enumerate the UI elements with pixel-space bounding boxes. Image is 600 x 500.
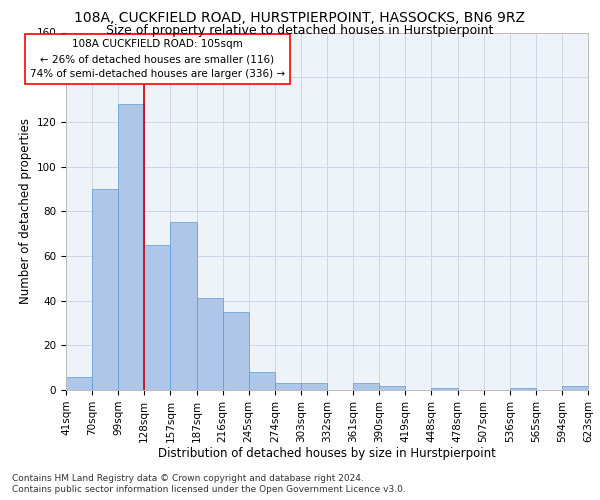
Y-axis label: Number of detached properties: Number of detached properties [19, 118, 32, 304]
Bar [249, 372, 275, 390]
Bar [275, 384, 301, 390]
Bar [510, 388, 536, 390]
Bar [562, 386, 588, 390]
X-axis label: Distribution of detached houses by size in Hurstpierpoint: Distribution of detached houses by size … [158, 448, 496, 460]
Bar [145, 245, 170, 390]
Text: Size of property relative to detached houses in Hurstpierpoint: Size of property relative to detached ho… [106, 24, 494, 37]
Bar [197, 298, 223, 390]
Bar [379, 386, 406, 390]
Bar [118, 104, 145, 390]
Text: 108A, CUCKFIELD ROAD, HURSTPIERPOINT, HASSOCKS, BN6 9RZ: 108A, CUCKFIELD ROAD, HURSTPIERPOINT, HA… [74, 11, 526, 25]
Bar [170, 222, 197, 390]
Bar [92, 189, 118, 390]
Bar [353, 384, 379, 390]
Text: 108A CUCKFIELD ROAD: 105sqm
← 26% of detached houses are smaller (116)
74% of se: 108A CUCKFIELD ROAD: 105sqm ← 26% of det… [30, 39, 285, 79]
Text: Contains HM Land Registry data © Crown copyright and database right 2024.
Contai: Contains HM Land Registry data © Crown c… [12, 474, 406, 494]
Bar [431, 388, 458, 390]
Bar [223, 312, 249, 390]
Bar [66, 376, 92, 390]
Bar [301, 384, 327, 390]
